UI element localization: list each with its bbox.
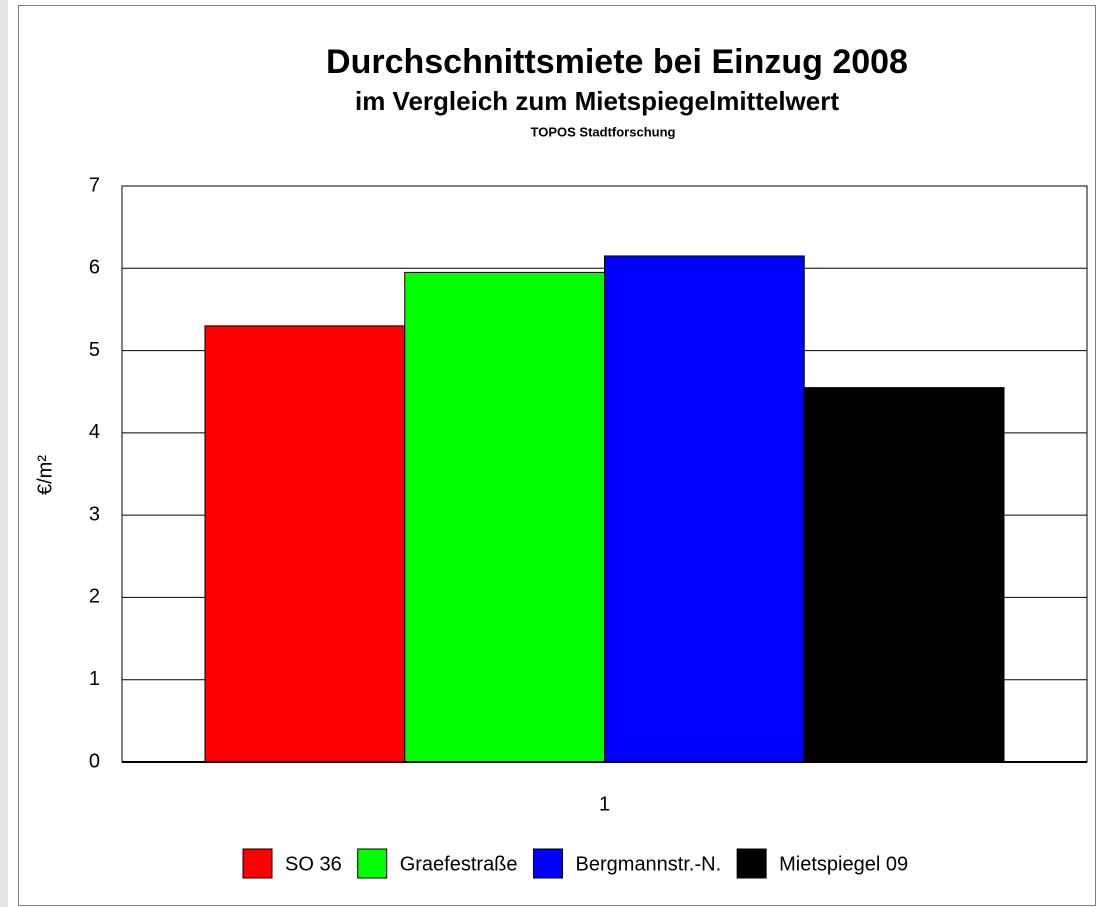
bar	[404, 271, 605, 763]
bar	[803, 387, 1005, 763]
legend-label: SO 36	[285, 853, 342, 875]
legend-label: Graefestraße	[400, 853, 518, 875]
y-axis-label: €/m²	[34, 455, 56, 495]
y-tick-label: 6	[89, 257, 100, 279]
legend-label: Mietspiegel 09	[779, 853, 908, 875]
x-tick-label: 1	[599, 793, 610, 815]
chart-subtitle: im Vergleich zum Mietspiegelmittelwert	[355, 86, 839, 116]
y-tick-label: 7	[89, 174, 100, 196]
legend-swatch	[357, 848, 388, 879]
y-tick-label: 5	[89, 339, 100, 361]
y-tick-label: 3	[89, 503, 100, 525]
chart-source: TOPOS Stadtforschung	[531, 124, 676, 139]
legend-swatch	[533, 848, 564, 879]
legend-label: Bergmannstr.-N.	[576, 853, 722, 875]
legend-swatch	[242, 848, 273, 879]
legend-swatch	[736, 848, 767, 879]
bar	[204, 325, 406, 763]
y-tick-label: 4	[89, 421, 100, 443]
y-tick-label: 2	[89, 586, 100, 608]
y-tick-label: 0	[89, 750, 100, 772]
y-tick-label: 1	[89, 668, 100, 690]
left-edge	[0, 0, 8, 907]
chart-title: Durchschnittsmiete bei Einzug 2008	[326, 43, 908, 81]
bar	[604, 255, 805, 763]
